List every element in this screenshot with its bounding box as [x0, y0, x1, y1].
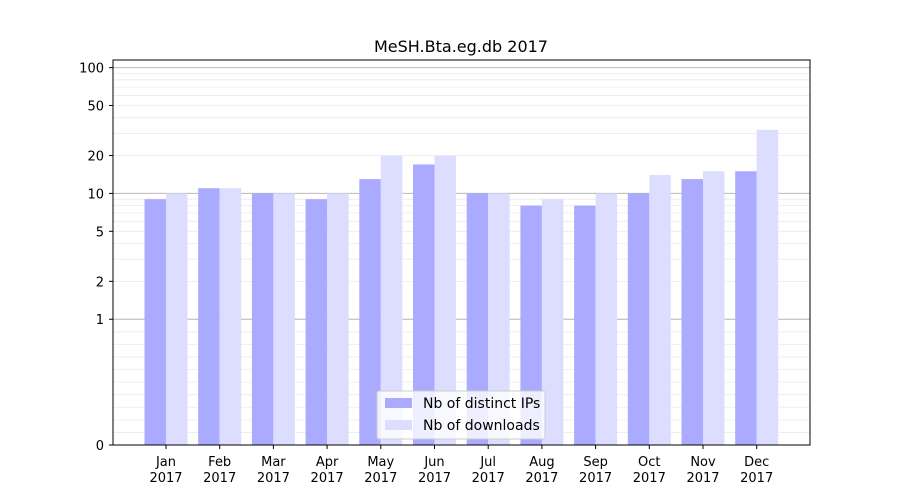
- legend: Nb of distinct IPs Nb of downloads: [376, 390, 546, 440]
- bar-distinct-ips-apr: [305, 199, 328, 445]
- x-tick-label: Oct 2017: [633, 455, 666, 486]
- y-tick-label: 20: [87, 150, 104, 165]
- bar-distinct-ips-dec: [735, 171, 757, 445]
- x-tick-label: Jul 2017: [472, 455, 505, 486]
- bar-downloads-oct: [649, 175, 671, 446]
- x-tick-label: Mar 2017: [257, 455, 290, 486]
- y-tick-label: 5: [96, 225, 104, 240]
- legend-frame: [376, 390, 546, 440]
- y-tick-label: 10: [87, 187, 104, 202]
- bar-distinct-ips-jun: [413, 164, 435, 445]
- y-tick-label: 0: [96, 439, 104, 454]
- x-tick-label: Jan 2017: [149, 455, 182, 486]
- bar-distinct-ips-mar: [251, 193, 274, 445]
- bar-distinct-ips-oct: [627, 193, 650, 445]
- x-tick-label: Sep 2017: [579, 455, 612, 486]
- bar-downloads-feb: [219, 188, 242, 445]
- bar-downloads-sep: [595, 193, 618, 445]
- legend-label-distinct-ips: Nb of distinct IPs: [423, 396, 540, 412]
- bar-downloads-jun: [434, 155, 456, 446]
- legend-swatch-downloads: [385, 420, 412, 430]
- plot-frame: [112, 59, 811, 446]
- x-tick-label: Jun 2017: [418, 455, 451, 486]
- bar-downloads-may: [380, 155, 403, 446]
- y-tick-label: 2: [96, 275, 104, 290]
- x-tick-label: Apr 2017: [311, 455, 344, 486]
- bar-downloads-nov: [703, 171, 725, 445]
- bar-distinct-ips-jan: [144, 199, 166, 445]
- x-tick-label: Aug 2017: [525, 455, 558, 486]
- bar-downloads-apr: [327, 193, 349, 445]
- y-tick-label: 50: [87, 100, 104, 115]
- x-tick-label: Dec 2017: [740, 455, 773, 486]
- bar-distinct-ips-jul: [466, 193, 489, 445]
- y-tick-label: 1: [96, 313, 104, 328]
- x-tick-label: May 2017: [364, 455, 397, 486]
- legend-swatch-distinct-ips: [385, 398, 412, 408]
- chart-title: MeSH.Bta.eg.db 2017: [374, 37, 548, 56]
- bar-distinct-ips-nov: [681, 179, 703, 445]
- legend-label-downloads: Nb of downloads: [423, 418, 540, 434]
- bar-downloads-dec: [756, 129, 779, 446]
- x-tick-label: Feb 2017: [203, 455, 236, 486]
- x-tick-label: Nov 2017: [686, 455, 719, 486]
- axes: 0 1 2 5 10 20 50 100 Jan 2017 Feb 2017 Mar 2017 Apr 201…: [79, 59, 811, 486]
- bar-distinct-ips-sep: [574, 205, 596, 445]
- bar-distinct-ips-may: [359, 179, 381, 445]
- bar-downloads-mar: [273, 193, 295, 445]
- bar-distinct-ips-feb: [198, 188, 220, 445]
- bars: [144, 129, 779, 446]
- bar-downloads-jan: [166, 193, 188, 445]
- y-tick-label: 100: [79, 62, 104, 77]
- bar-downloads-aug: [541, 199, 564, 445]
- bar-downloads-jul: [488, 193, 510, 445]
- bar-distinct-ips-aug: [520, 205, 542, 445]
